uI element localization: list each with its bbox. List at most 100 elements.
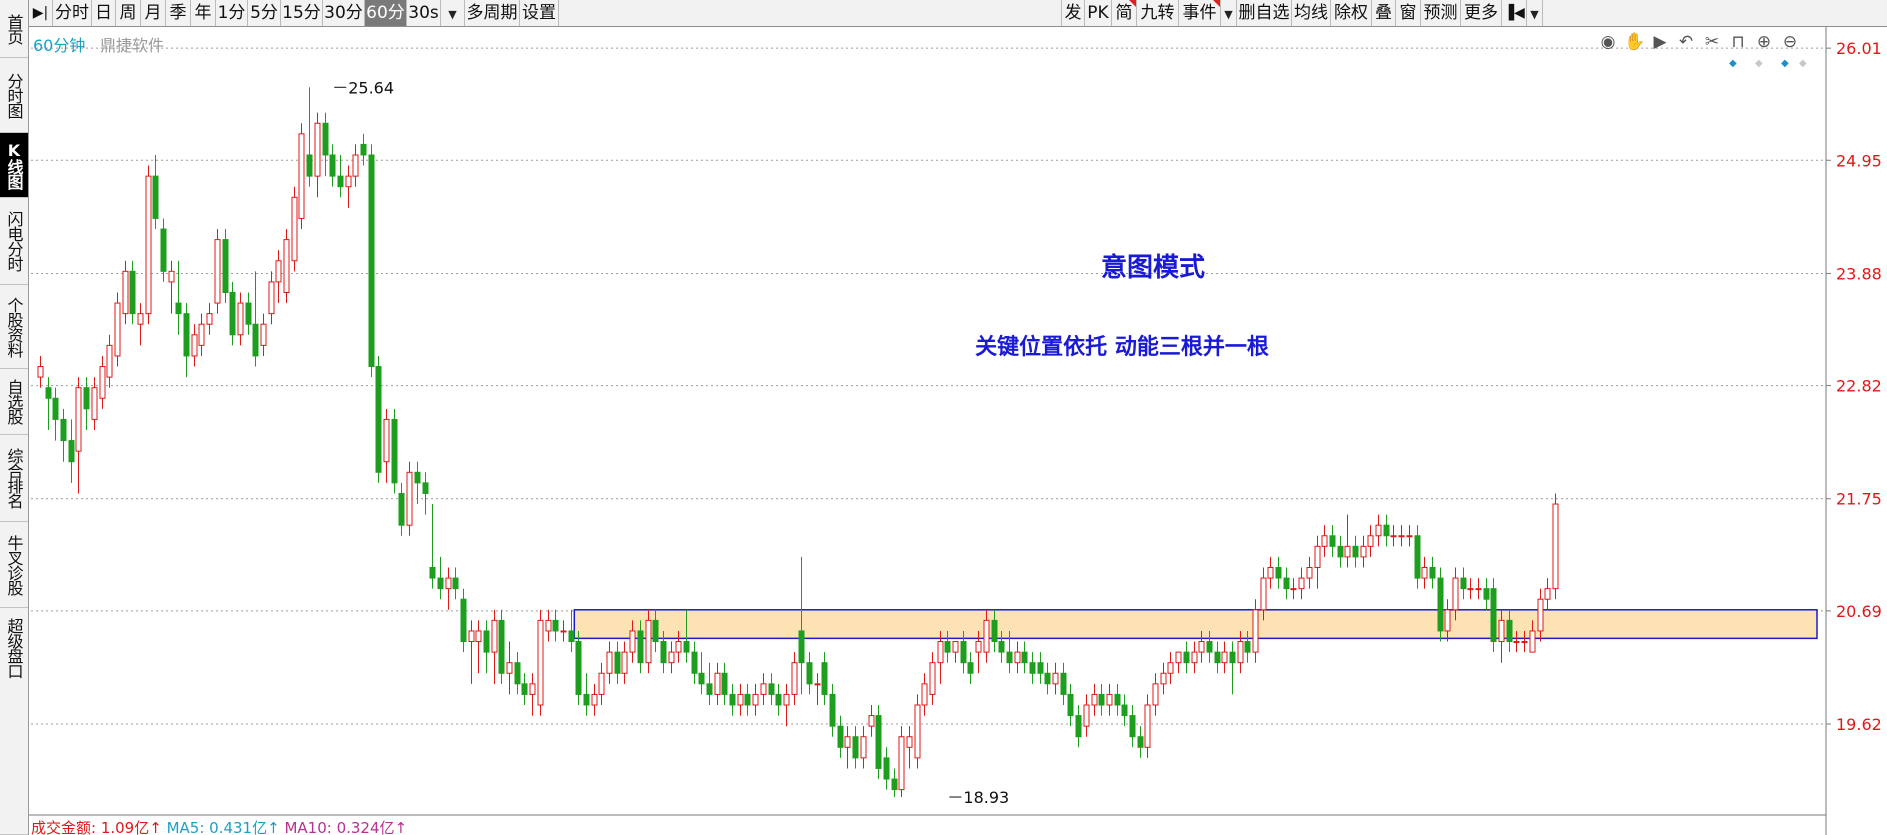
candle-body-up xyxy=(99,366,106,399)
candle-body-down xyxy=(744,693,751,706)
volume-ma5: MA5: 0.431亿↑ xyxy=(166,819,280,835)
candle-body-down xyxy=(1329,535,1336,547)
annotation-title: 意图模式 xyxy=(1101,252,1205,283)
nav-home[interactable]: 首页 xyxy=(0,0,28,58)
candle-body-up xyxy=(475,630,482,643)
period-timeshare-button[interactable]: 分时 xyxy=(53,0,92,26)
candle-body-up xyxy=(206,313,213,325)
nine-turn-button[interactable]: 九转 xyxy=(1137,0,1179,26)
overlay-button[interactable]: 叠 xyxy=(1372,0,1396,26)
play-icon[interactable]: ▶ xyxy=(1653,32,1667,52)
candle-body-down xyxy=(429,566,436,579)
candle-body-down xyxy=(775,693,782,706)
candle-body-down xyxy=(222,239,229,293)
period-day-button[interactable]: 日 xyxy=(92,0,116,26)
candle-body-down xyxy=(721,672,728,695)
period-5min-button[interactable]: 5分 xyxy=(248,0,281,26)
candle-body-down xyxy=(1067,693,1074,717)
nav-watchlist[interactable]: 自选股 xyxy=(0,369,28,435)
period-quarter-button[interactable]: 季 xyxy=(166,0,191,26)
candle-body-up xyxy=(283,239,290,293)
nav-kline[interactable]: K线图 xyxy=(0,133,28,198)
remove-watchlist-button[interactable]: 删自选 xyxy=(1237,0,1292,26)
hand-icon[interactable]: ✋ xyxy=(1624,32,1646,52)
nav-diagnosis[interactable]: 牛叉诊股 xyxy=(0,522,28,608)
multi-period-button[interactable]: 多周期 xyxy=(465,0,520,26)
collapse-panel-icon[interactable]: ▐◀ xyxy=(1502,0,1527,26)
candle-body-down xyxy=(729,693,736,706)
candle-body-up xyxy=(937,641,944,664)
candle-body-down xyxy=(1044,672,1051,685)
scissors-icon[interactable]: ✂ xyxy=(1704,32,1720,52)
period-60min-button[interactable]: 60分 xyxy=(365,0,407,26)
more-button[interactable]: 更多 xyxy=(1461,0,1502,26)
candle-body-up xyxy=(91,387,98,420)
pk-button[interactable]: PK xyxy=(1085,0,1112,26)
zoom-out-icon[interactable]: ⊖ xyxy=(1782,32,1798,52)
settings-button[interactable]: 设置 xyxy=(520,0,559,26)
period-30min-button[interactable]: 30分 xyxy=(323,0,365,26)
candle-body-up xyxy=(268,281,275,315)
candle-body-up xyxy=(621,651,628,674)
post-button[interactable]: 发 xyxy=(1061,0,1085,26)
candle-body-up xyxy=(1467,588,1474,591)
events-dropdown-icon[interactable]: ▼ xyxy=(1221,0,1237,26)
nav-super-orderbook[interactable]: 超级盘口 xyxy=(0,608,28,835)
candle-body-down xyxy=(806,662,813,685)
candle-body-up xyxy=(975,641,982,653)
candle-body-up xyxy=(1152,683,1159,706)
nav-timeshare[interactable]: 分时图 xyxy=(0,58,28,133)
zoom-in-icon[interactable]: ⊕ xyxy=(1756,32,1772,52)
candle-body-up xyxy=(1452,577,1459,611)
candle-body-up xyxy=(668,651,675,664)
eye-icon[interactable]: ◉ xyxy=(1600,32,1616,52)
candle-body-up xyxy=(1321,535,1328,547)
events-button[interactable]: 事件 xyxy=(1179,0,1221,26)
candle-body-down xyxy=(498,619,505,674)
candle-body-up xyxy=(906,736,913,748)
kline-chart[interactable]: 26.01 24.95 23.88 22.82 21.75 20.69 19.62 25.64… xyxy=(29,27,1887,835)
candle-body-up xyxy=(1360,545,1367,558)
volume-amount: 成交金额: 1.09亿↑ xyxy=(31,819,162,835)
period-dropdown-icon[interactable]: ▼ xyxy=(441,0,465,26)
candle-body-down xyxy=(1414,535,1421,579)
nav-ranking[interactable]: 综合排名 xyxy=(0,435,28,522)
candle-body-up xyxy=(383,418,390,463)
forecast-button[interactable]: 预测 xyxy=(1421,0,1461,26)
candle-body-up xyxy=(445,577,452,590)
ex-rights-button[interactable]: 除权 xyxy=(1331,0,1372,26)
period-1min-button[interactable]: 1分 xyxy=(216,0,248,26)
nav-flash-timeshare[interactable]: 闪电分时 xyxy=(0,198,28,285)
annotation-subtitle: 关键位置依托 动能三根并一根 xyxy=(975,334,1269,360)
candle-body-down xyxy=(391,418,398,484)
sidebar-toggle-icon[interactable]: ▶| xyxy=(29,0,53,26)
period-year-button[interactable]: 年 xyxy=(191,0,216,26)
candle-body-up xyxy=(1444,609,1451,632)
period-week-button[interactable]: 周 xyxy=(116,0,141,26)
period-month-button[interactable]: 月 xyxy=(141,0,166,26)
candle-body-down xyxy=(768,683,775,695)
candle-body-up xyxy=(868,715,875,727)
candle-body-down xyxy=(1037,662,1044,674)
candle-body-down xyxy=(706,683,713,695)
simple-button[interactable]: 简 xyxy=(1112,0,1137,26)
moving-average-button[interactable]: 均线 xyxy=(1292,0,1331,26)
more-dropdown-icon[interactable]: ▼ xyxy=(1527,0,1543,26)
candle-body-up xyxy=(298,133,305,219)
candle-body-up xyxy=(545,619,552,632)
nav-stock-profile[interactable]: 个股资料 xyxy=(0,285,28,369)
candle-body-up xyxy=(1521,641,1528,644)
lock-icon[interactable]: ⊓ xyxy=(1731,32,1745,52)
candle-body-up xyxy=(952,641,959,653)
period-15min-button[interactable]: 15分 xyxy=(281,0,323,26)
candle-body-up xyxy=(629,630,636,653)
candle-body-down xyxy=(960,641,967,664)
period-30s-button[interactable]: 30s xyxy=(407,0,441,26)
candle-body-up xyxy=(352,154,359,177)
candle-body-up xyxy=(1390,535,1397,538)
candle-body-down xyxy=(852,736,859,759)
candle-body-up xyxy=(1375,524,1382,537)
undo-icon[interactable]: ↶ xyxy=(1678,32,1694,52)
window-button[interactable]: 窗 xyxy=(1396,0,1421,26)
candle-body-up xyxy=(737,693,744,706)
